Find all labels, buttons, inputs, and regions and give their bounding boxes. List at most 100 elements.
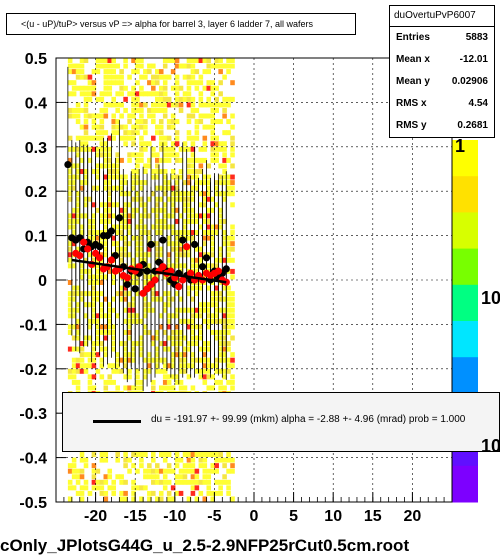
density-cell xyxy=(186,324,192,330)
density-cell xyxy=(162,341,168,347)
density-cell xyxy=(202,124,208,130)
density-cell xyxy=(135,224,140,230)
density-cell xyxy=(158,85,164,91)
chart-title: <(u - uP)/tuP> versus vP => alpha for ba… xyxy=(6,13,356,35)
density-cell xyxy=(190,230,196,236)
density-cell xyxy=(95,185,101,191)
density-cell xyxy=(186,341,192,347)
density-cell xyxy=(206,235,212,241)
density-cell xyxy=(210,124,215,130)
density-cell xyxy=(166,263,172,269)
density-cell xyxy=(111,363,116,369)
density-cell xyxy=(107,302,113,308)
density-cell xyxy=(139,113,144,119)
density-cell xyxy=(143,302,148,308)
density-cell xyxy=(135,452,140,458)
density-cell xyxy=(214,302,219,308)
density-cell xyxy=(190,352,196,358)
density-cell xyxy=(103,80,109,86)
density-cell xyxy=(91,91,97,97)
density-cell xyxy=(190,163,196,169)
density-cell xyxy=(210,141,215,147)
density-cell xyxy=(166,157,172,163)
density-cell xyxy=(226,346,231,352)
colorbar-segment xyxy=(452,248,478,286)
density-cell xyxy=(206,196,212,202)
density-cell xyxy=(194,285,200,291)
density-cell xyxy=(67,479,73,485)
x-tick-label: -5 xyxy=(207,508,221,525)
density-cell xyxy=(198,324,204,330)
density-cell xyxy=(79,69,85,75)
density-cell xyxy=(151,341,156,347)
density-cell xyxy=(155,252,160,258)
density-cell xyxy=(127,329,132,335)
density-cell xyxy=(99,119,105,125)
density-cell xyxy=(111,329,116,335)
density-cell xyxy=(190,113,196,119)
density-cell xyxy=(190,196,196,202)
density-cell xyxy=(226,296,231,302)
density-cell xyxy=(210,102,215,108)
density-cell xyxy=(87,146,93,152)
density-cell xyxy=(67,224,73,230)
density-cell xyxy=(202,58,208,63)
density-cell xyxy=(135,157,140,163)
density-cell xyxy=(190,463,196,469)
density-cell xyxy=(186,363,192,369)
density-cell xyxy=(99,479,105,485)
density-cell xyxy=(194,119,200,125)
y-tick-label: -0.1 xyxy=(19,317,47,334)
density-cell xyxy=(95,146,101,152)
density-cell xyxy=(151,307,156,313)
density-cell xyxy=(99,291,105,297)
density-cell xyxy=(182,452,188,458)
density-cell xyxy=(202,496,208,502)
density-cell xyxy=(222,479,227,485)
density-cell xyxy=(119,207,124,213)
density-cell xyxy=(155,213,160,219)
density-cell xyxy=(91,307,97,313)
density-cell xyxy=(111,274,116,280)
density-cell xyxy=(107,91,113,97)
density-cell xyxy=(194,313,200,319)
density-cell xyxy=(127,352,132,358)
density-cell xyxy=(123,202,128,208)
density-cell xyxy=(162,479,168,485)
density-cell xyxy=(83,363,89,369)
density-cell xyxy=(147,163,152,169)
density-cell xyxy=(115,352,120,358)
density-cell xyxy=(111,213,116,219)
x-tick-label: -20 xyxy=(84,508,107,525)
density-cell xyxy=(107,207,113,213)
density-cell xyxy=(71,335,77,341)
density-cell xyxy=(202,479,208,485)
density-cell xyxy=(210,207,215,213)
density-cell xyxy=(155,496,160,502)
density-cell xyxy=(79,452,85,458)
density-cell xyxy=(91,280,97,285)
density-cell xyxy=(226,191,231,197)
density-cell xyxy=(147,302,152,308)
density-cell xyxy=(222,191,227,197)
density-cell xyxy=(139,257,144,263)
density-cell xyxy=(95,313,101,319)
density-cell xyxy=(194,452,200,458)
density-cell xyxy=(95,280,101,285)
y-tick-label: -0.2 xyxy=(19,362,47,379)
density-cell xyxy=(155,363,160,369)
density-cell xyxy=(123,252,128,258)
density-cell xyxy=(119,135,124,141)
density-cell xyxy=(87,235,93,241)
density-cell xyxy=(131,257,136,263)
density-cell xyxy=(99,241,105,247)
density-cell xyxy=(182,479,188,485)
density-cell xyxy=(127,457,132,463)
density-cell xyxy=(67,135,73,141)
density-cell xyxy=(174,180,180,186)
density-cell xyxy=(103,63,109,69)
density-cell xyxy=(218,457,223,463)
density-cell xyxy=(147,107,152,113)
density-cell xyxy=(186,146,192,152)
density-cell xyxy=(170,185,176,191)
